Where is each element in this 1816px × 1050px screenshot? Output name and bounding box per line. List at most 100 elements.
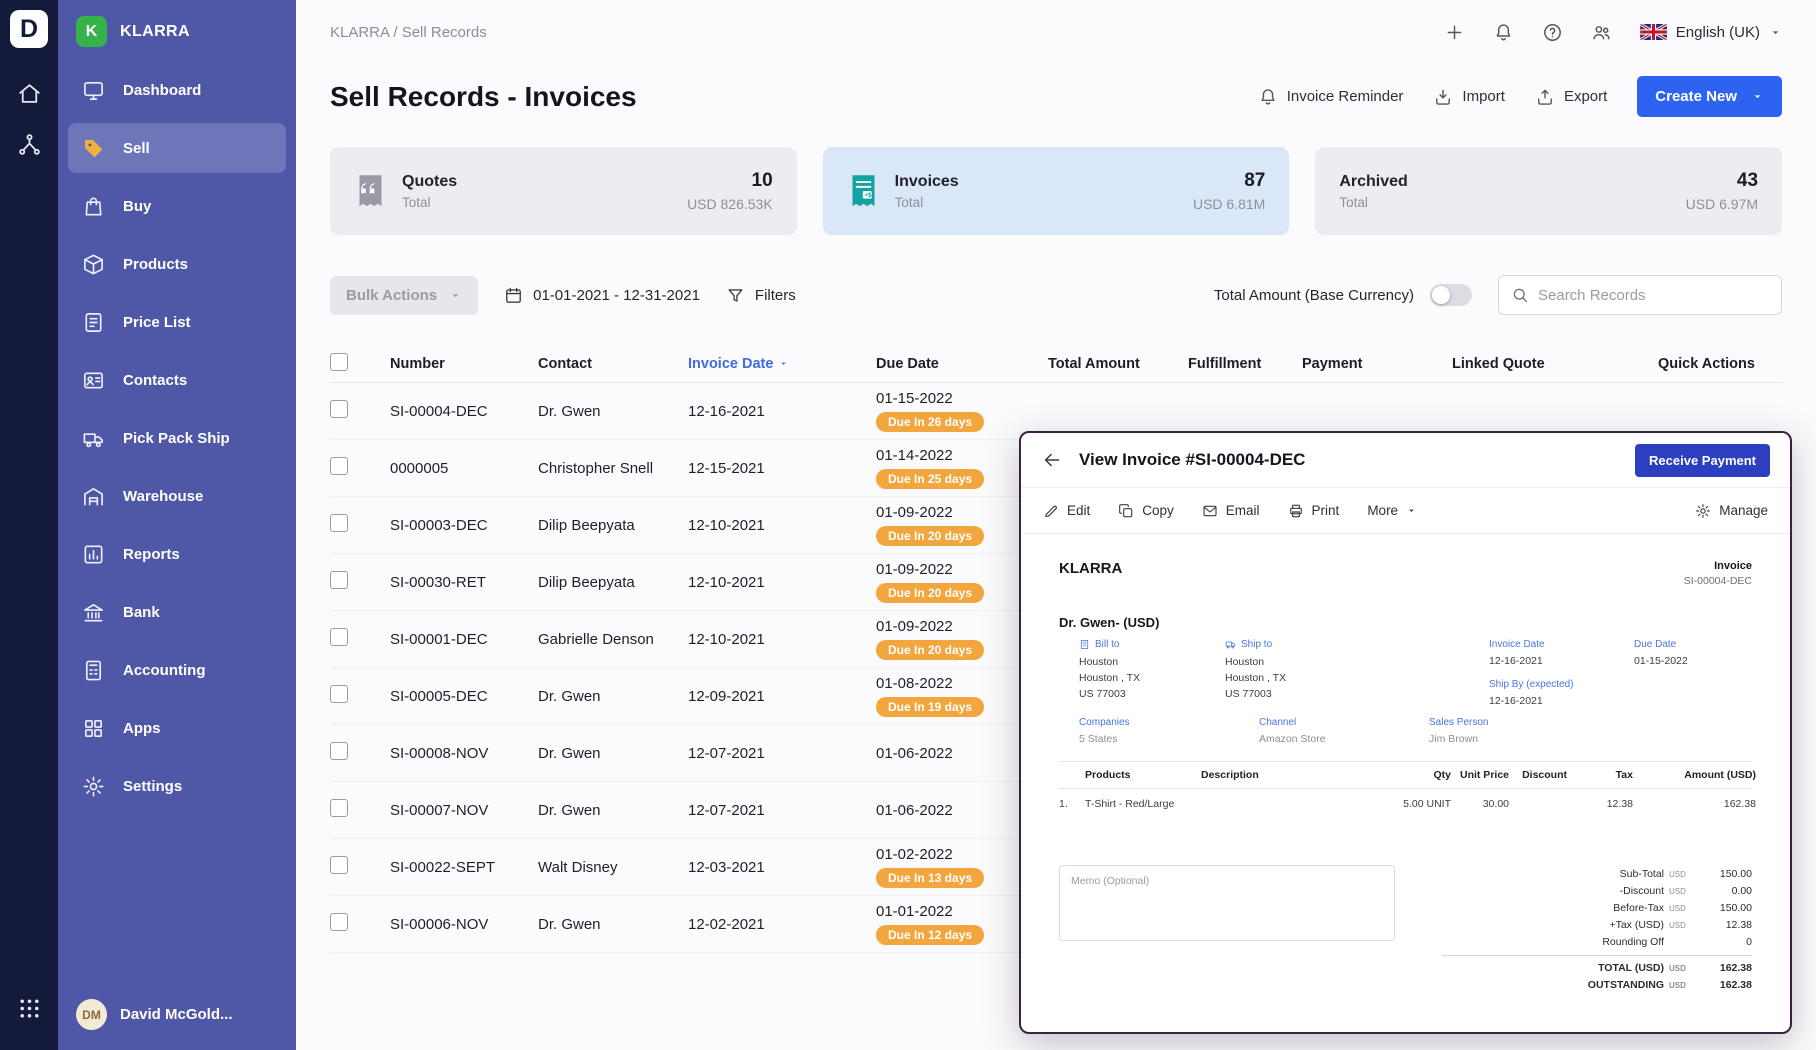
row-checkbox[interactable] — [330, 571, 348, 589]
column-header-number[interactable]: Number — [390, 356, 538, 372]
date-range-filter[interactable]: 01-01-2021 - 12-31-2021 — [504, 286, 700, 305]
row-checkbox[interactable] — [330, 856, 348, 874]
invoice-number-cell[interactable]: SI-00005-DEC — [390, 687, 488, 705]
sidebar-item-warehouse[interactable]: Warehouse — [68, 471, 286, 521]
total-amount-toggle[interactable] — [1430, 284, 1472, 306]
stat-card-quotes[interactable]: Quotes Total 10 USD 826.53K — [330, 147, 797, 235]
invoice-number-cell[interactable]: SI-00007-NOV — [390, 801, 489, 819]
notifications-bell-icon[interactable] — [1493, 22, 1514, 43]
column-header-due-date[interactable]: Due Date — [876, 356, 1048, 372]
invoice-number-cell[interactable]: SI-00008-NOV — [390, 744, 489, 762]
column-header-total-amount[interactable]: Total Amount — [1048, 356, 1188, 372]
row-checkbox[interactable] — [330, 799, 348, 817]
accounting-icon — [82, 659, 105, 682]
row-checkbox[interactable] — [330, 514, 348, 532]
sidebar-item-apps[interactable]: Apps — [68, 703, 286, 753]
invoice-number-cell[interactable]: SI-00030-RET — [390, 573, 486, 591]
sidebar-item-pick-pack-ship[interactable]: Pick Pack Ship — [68, 413, 286, 463]
due-date-text: 01-02-2022 — [876, 846, 953, 863]
column-header-payment[interactable]: Payment — [1302, 356, 1452, 372]
gear-icon — [1695, 503, 1711, 519]
row-checkbox-cell — [330, 457, 390, 479]
filters-button[interactable]: Filters — [726, 286, 796, 305]
column-header-linked-quote[interactable]: Linked Quote — [1452, 356, 1658, 372]
sidebar-item-products[interactable]: Products — [68, 239, 286, 289]
table-row[interactable]: SI-00030-RET Dilip Beepyata 12-10-2021 01-0… — [330, 554, 1782, 611]
search-input[interactable] — [1538, 286, 1769, 304]
sidebar-item-reports[interactable]: Reports — [68, 529, 286, 579]
row-checkbox-cell — [330, 514, 390, 536]
help-icon[interactable] — [1542, 22, 1563, 43]
bill-to-label: Bill to — [1079, 639, 1140, 650]
user-row[interactable]: DM David McGold... — [58, 983, 296, 1050]
tool-label: Edit — [1067, 503, 1091, 518]
stat-card-archived[interactable]: Archived Total 43 USD 6.97M — [1315, 147, 1783, 235]
items-column-amount-usd: Amount (USD) — [1684, 769, 1756, 781]
invoice-number-cell[interactable]: SI-00003-DEC — [390, 516, 488, 534]
total-value: 162.38 — [1719, 962, 1752, 974]
app-grid-icon[interactable] — [17, 996, 42, 1021]
users-icon[interactable] — [1591, 22, 1612, 43]
column-header-label: Fulfillment — [1188, 355, 1262, 372]
brand: K KLARRA — [58, 0, 296, 59]
row-checkbox[interactable] — [330, 400, 348, 418]
email-button[interactable]: Email — [1202, 503, 1260, 519]
create-new-button[interactable]: Create New — [1637, 76, 1782, 117]
receive-payment-button[interactable]: Receive Payment — [1635, 443, 1770, 477]
invoice-number-cell[interactable]: 0000005 — [390, 459, 449, 477]
memo-field[interactable]: Memo (Optional) — [1059, 865, 1395, 941]
copy-button[interactable]: Copy — [1118, 503, 1174, 519]
quick-create-icon[interactable] — [1444, 22, 1465, 43]
total-row-outstanding: OUTSTANDING USD 162.38 — [1442, 977, 1752, 994]
contact-cell: Christopher Snell — [538, 459, 654, 477]
invoice-number-cell[interactable]: SI-00001-DEC — [390, 630, 488, 648]
print-button[interactable]: Print — [1288, 503, 1340, 519]
sidebar-item-dashboard[interactable]: Dashboard — [68, 65, 286, 115]
invoice-company: KLARRA — [1059, 560, 1123, 577]
manage-button[interactable]: Manage — [1695, 503, 1768, 519]
sidebar-item-accounting[interactable]: Accounting — [68, 645, 286, 695]
import-button[interactable]: Import — [1433, 87, 1505, 107]
edit-button[interactable]: Edit — [1043, 503, 1090, 519]
invoice-reminder-button[interactable]: Invoice Reminder — [1258, 87, 1403, 107]
tool-label: Print — [1311, 503, 1340, 518]
sort-caret-icon — [778, 358, 789, 369]
language-selector[interactable]: English (UK) — [1639, 24, 1782, 41]
sidebar-item-sell[interactable]: Sell — [68, 123, 286, 173]
row-checkbox[interactable] — [330, 628, 348, 646]
invoice-number-cell[interactable]: SI-00004-DEC — [390, 402, 488, 420]
invoice-number-cell[interactable]: SI-00006-NOV — [390, 915, 489, 933]
stat-card-text: Quotes Total — [402, 173, 457, 210]
back-arrow-icon[interactable] — [1041, 449, 1063, 471]
breadcrumb: KLARRA / Sell Records — [330, 23, 487, 41]
sidebar-item-settings[interactable]: Settings — [68, 761, 286, 811]
invoice-number-cell[interactable]: SI-00022-SEPT — [390, 858, 496, 876]
row-checkbox[interactable] — [330, 685, 348, 703]
app-logo[interactable]: D — [10, 10, 48, 48]
more-button[interactable]: More — [1367, 503, 1417, 518]
chevron-down-icon — [1751, 90, 1764, 103]
row-checkbox[interactable] — [330, 742, 348, 760]
column-header-invoice-date[interactable]: Invoice Date — [688, 356, 876, 372]
stat-card-invoices[interactable]: +$ Invoices Total 87 USD 6.81M — [822, 147, 1290, 235]
table-row[interactable]: SI-00022-SEPT Walt Disney 12-03-2021 01-02-… — [330, 839, 1782, 896]
print-icon — [1288, 503, 1304, 519]
item-unit-price: 30.00 — [1482, 798, 1509, 810]
row-checkbox[interactable] — [330, 457, 348, 475]
column-header-contact[interactable]: Contact — [538, 356, 688, 372]
due-date-cell: 01-08-2022 Due In 19 days — [876, 675, 1048, 717]
column-header-label: Total Amount — [1048, 355, 1140, 372]
bulk-actions-button[interactable]: Bulk Actions — [330, 275, 479, 315]
export-button[interactable]: Export — [1535, 87, 1607, 107]
stat-card-count: 87 — [1244, 170, 1266, 191]
integrations-icon[interactable] — [17, 132, 42, 157]
column-header-fulfillment[interactable]: Fulfillment — [1188, 356, 1302, 372]
sidebar-item-buy[interactable]: Buy — [68, 181, 286, 231]
sidebar-item-bank[interactable]: Bank — [68, 587, 286, 637]
column-header-quick-actions[interactable]: Quick Actions — [1658, 356, 1782, 372]
sidebar-item-contacts[interactable]: Contacts — [68, 355, 286, 405]
sidebar-item-price-list[interactable]: Price List — [68, 297, 286, 347]
select-all-checkbox[interactable] — [330, 352, 348, 371]
home-icon[interactable] — [17, 81, 42, 106]
row-checkbox[interactable] — [330, 913, 348, 931]
